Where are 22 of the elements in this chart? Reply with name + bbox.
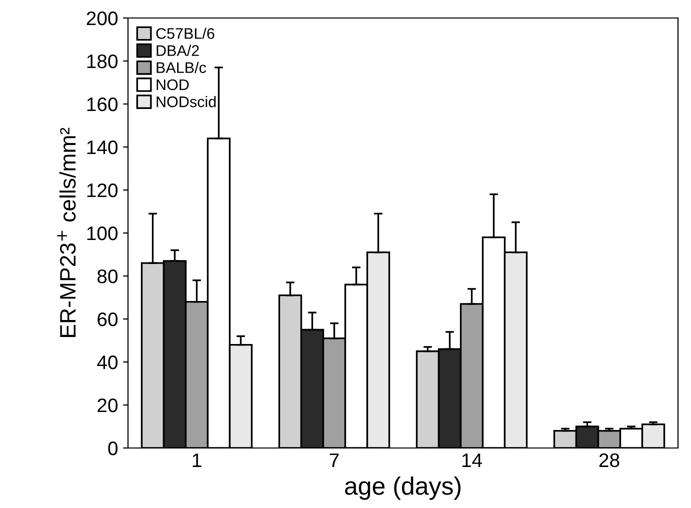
- x-axis-title: age (days): [345, 476, 461, 500]
- legend-label: NODscid: [156, 96, 216, 108]
- x-tick-label: 28: [599, 453, 620, 468]
- y-tick-label: 60: [98, 312, 118, 326]
- y-tick-label: 80: [97, 269, 118, 284]
- x-tick-label: 7: [330, 454, 339, 467]
- legend-label: NOD: [156, 79, 189, 90]
- legend-label: C57BL/6: [156, 28, 214, 39]
- y-tick-label: 180: [87, 54, 118, 68]
- y-tick-label: 200: [86, 11, 118, 26]
- legend-label: BALB/c: [156, 62, 206, 74]
- y-tick-label: 160: [87, 97, 118, 112]
- y-tick-label: 0: [108, 441, 118, 456]
- x-tick-label: 14: [462, 454, 482, 467]
- y-axis-title: ER-MP23$^{+}$ cells/mm²: [57, 128, 76, 337]
- y-tick-label: 100: [87, 226, 118, 240]
- y-tick-label: 40: [97, 355, 118, 370]
- y-tick-label: 140: [87, 140, 118, 154]
- y-tick-label: 20: [98, 398, 118, 412]
- y-tick-label: 120: [87, 183, 118, 198]
- x-tick-label: 1: [192, 454, 202, 467]
- legend-label: DBA/2: [156, 44, 199, 56]
